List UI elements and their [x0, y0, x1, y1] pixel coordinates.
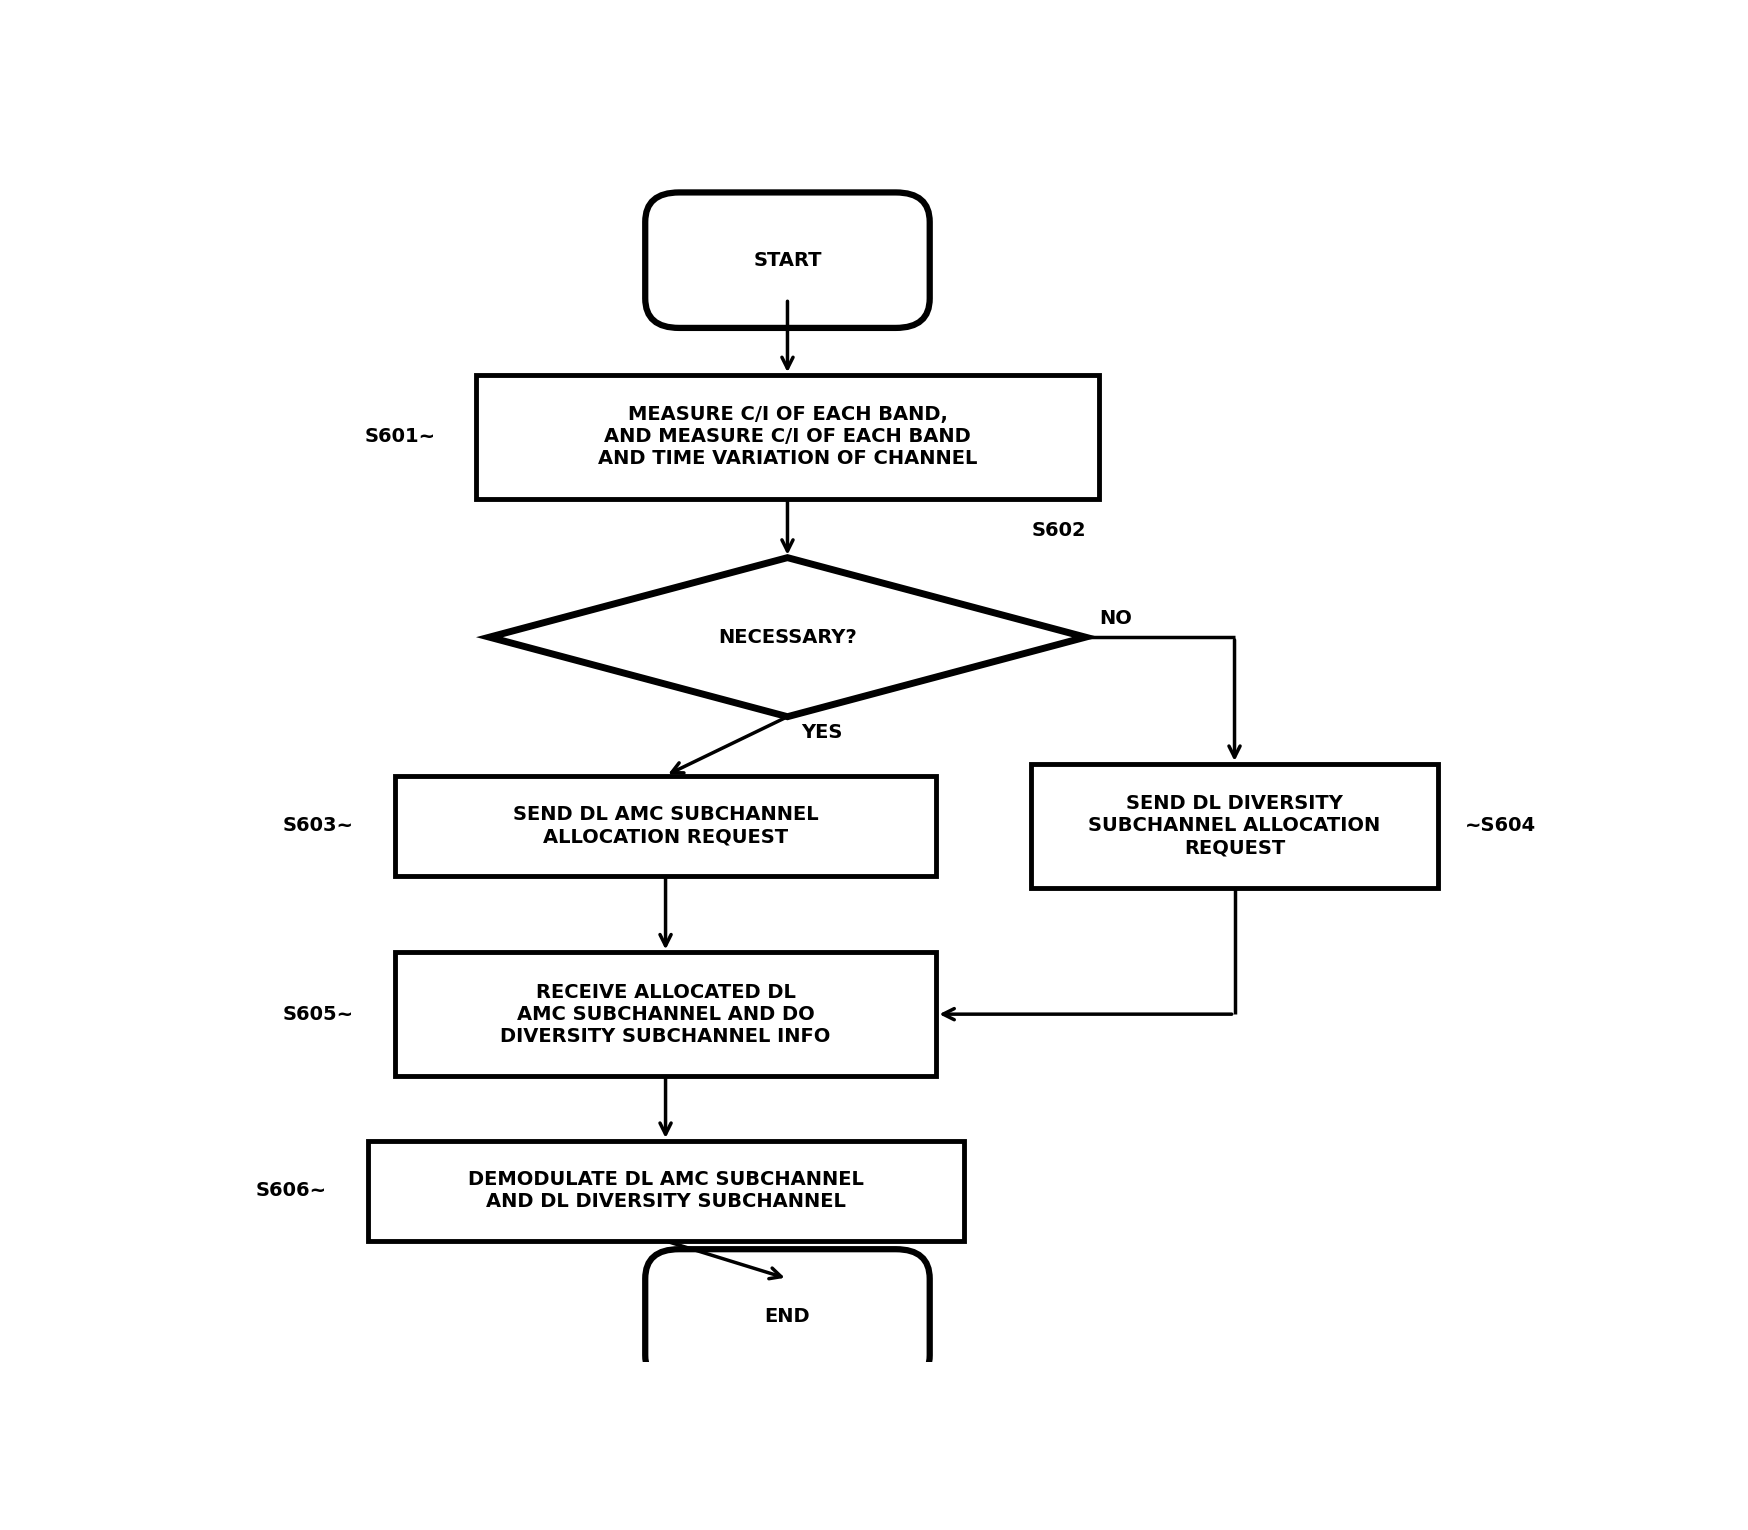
Bar	[367, 1141, 963, 1241]
Bar	[1031, 763, 1437, 887]
Text: START: START	[753, 251, 822, 269]
FancyBboxPatch shape	[645, 1248, 930, 1385]
Text: DEMODULATE DL AMC SUBCHANNEL
AND DL DIVERSITY SUBCHANNEL: DEMODULATE DL AMC SUBCHANNEL AND DL DIVE…	[468, 1170, 864, 1212]
Text: ~S604: ~S604	[1465, 815, 1536, 835]
Bar	[395, 776, 937, 875]
Text: S606~: S606~	[255, 1181, 327, 1201]
Text: S602: S602	[1031, 522, 1086, 540]
Text: SEND DL AMC SUBCHANNEL
ALLOCATION REQUEST: SEND DL AMC SUBCHANNEL ALLOCATION REQUES…	[512, 805, 818, 846]
Text: NECESSARY?: NECESSARY?	[718, 627, 857, 647]
Text: YES: YES	[801, 722, 843, 742]
Text: RECEIVE ALLOCATED DL
AMC SUBCHANNEL AND DO
DIVERSITY SUBCHANNEL INFO: RECEIVE ALLOCATED DL AMC SUBCHANNEL AND …	[500, 982, 830, 1045]
Text: S603~: S603~	[283, 815, 353, 835]
Text: END: END	[764, 1308, 811, 1327]
Polygon shape	[489, 557, 1086, 716]
FancyBboxPatch shape	[645, 193, 930, 327]
Text: SEND DL DIVERSITY
SUBCHANNEL ALLOCATION
REQUEST: SEND DL DIVERSITY SUBCHANNEL ALLOCATION …	[1089, 794, 1381, 857]
Text: S601~: S601~	[364, 427, 435, 447]
Text: NO: NO	[1099, 609, 1133, 627]
Bar	[475, 375, 1099, 499]
Text: MEASURE C/I OF EACH BAND,
AND MEASURE C/I OF EACH BAND
AND TIME VARIATION OF CHA: MEASURE C/I OF EACH BAND, AND MEASURE C/…	[598, 405, 977, 468]
Text: S605~: S605~	[283, 1005, 353, 1024]
Bar	[395, 952, 937, 1076]
